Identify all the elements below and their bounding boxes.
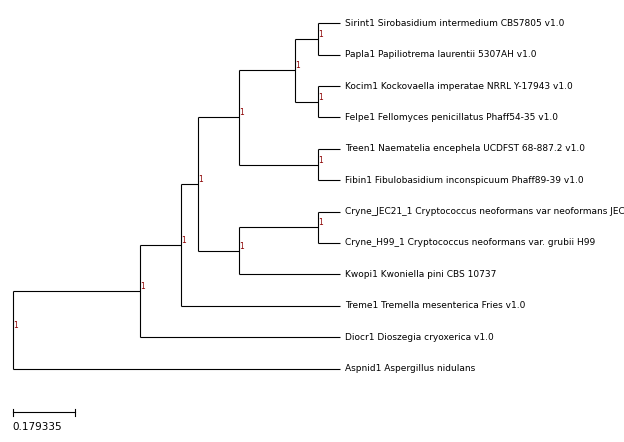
- Text: Kocim1 Kockovaella imperatae NRRL Y-17943 v1.0: Kocim1 Kockovaella imperatae NRRL Y-1794…: [344, 81, 572, 91]
- Text: 1: 1: [13, 321, 18, 330]
- Text: Diocr1 Dioszegia cryoxerica v1.0: Diocr1 Dioszegia cryoxerica v1.0: [344, 333, 494, 342]
- Text: Treen1 Naematelia encephela UCDFST 68-887.2 v1.0: Treen1 Naematelia encephela UCDFST 68-88…: [344, 144, 585, 153]
- Text: Fibin1 Fibulobasidium inconspicuum Phaff89-39 v1.0: Fibin1 Fibulobasidium inconspicuum Phaff…: [344, 176, 583, 185]
- Text: Cryne_H99_1 Cryptococcus neoformans var. grubii H99: Cryne_H99_1 Cryptococcus neoformans var.…: [344, 239, 595, 248]
- Text: 1: 1: [318, 156, 323, 164]
- Text: Kwopi1 Kwoniella pini CBS 10737: Kwopi1 Kwoniella pini CBS 10737: [344, 270, 496, 279]
- Text: Cryne_JEC21_1 Cryptococcus neoformans var neoformans JEC21: Cryne_JEC21_1 Cryptococcus neoformans va…: [344, 207, 624, 216]
- Text: Felpe1 Fellomyces penicillatus Phaff54-35 v1.0: Felpe1 Fellomyces penicillatus Phaff54-3…: [344, 113, 558, 122]
- Text: 1: 1: [295, 61, 300, 70]
- Text: 1: 1: [318, 93, 323, 102]
- Text: 1: 1: [318, 30, 323, 39]
- Text: 1: 1: [140, 282, 145, 291]
- Text: 1: 1: [198, 175, 203, 184]
- Text: 1: 1: [240, 242, 244, 251]
- Text: 1: 1: [318, 218, 323, 227]
- Text: Sirint1 Sirobasidium intermedium CBS7805 v1.0: Sirint1 Sirobasidium intermedium CBS7805…: [344, 19, 564, 28]
- Text: Papla1 Papiliotrema laurentii 5307AH v1.0: Papla1 Papiliotrema laurentii 5307AH v1.…: [344, 50, 536, 59]
- Text: Aspnid1 Aspergillus nidulans: Aspnid1 Aspergillus nidulans: [344, 364, 475, 373]
- Text: 1: 1: [240, 108, 244, 118]
- Text: 0.179335: 0.179335: [12, 422, 62, 432]
- Text: Treme1 Tremella mesenterica Fries v1.0: Treme1 Tremella mesenterica Fries v1.0: [344, 301, 525, 310]
- Text: 1: 1: [181, 236, 186, 245]
